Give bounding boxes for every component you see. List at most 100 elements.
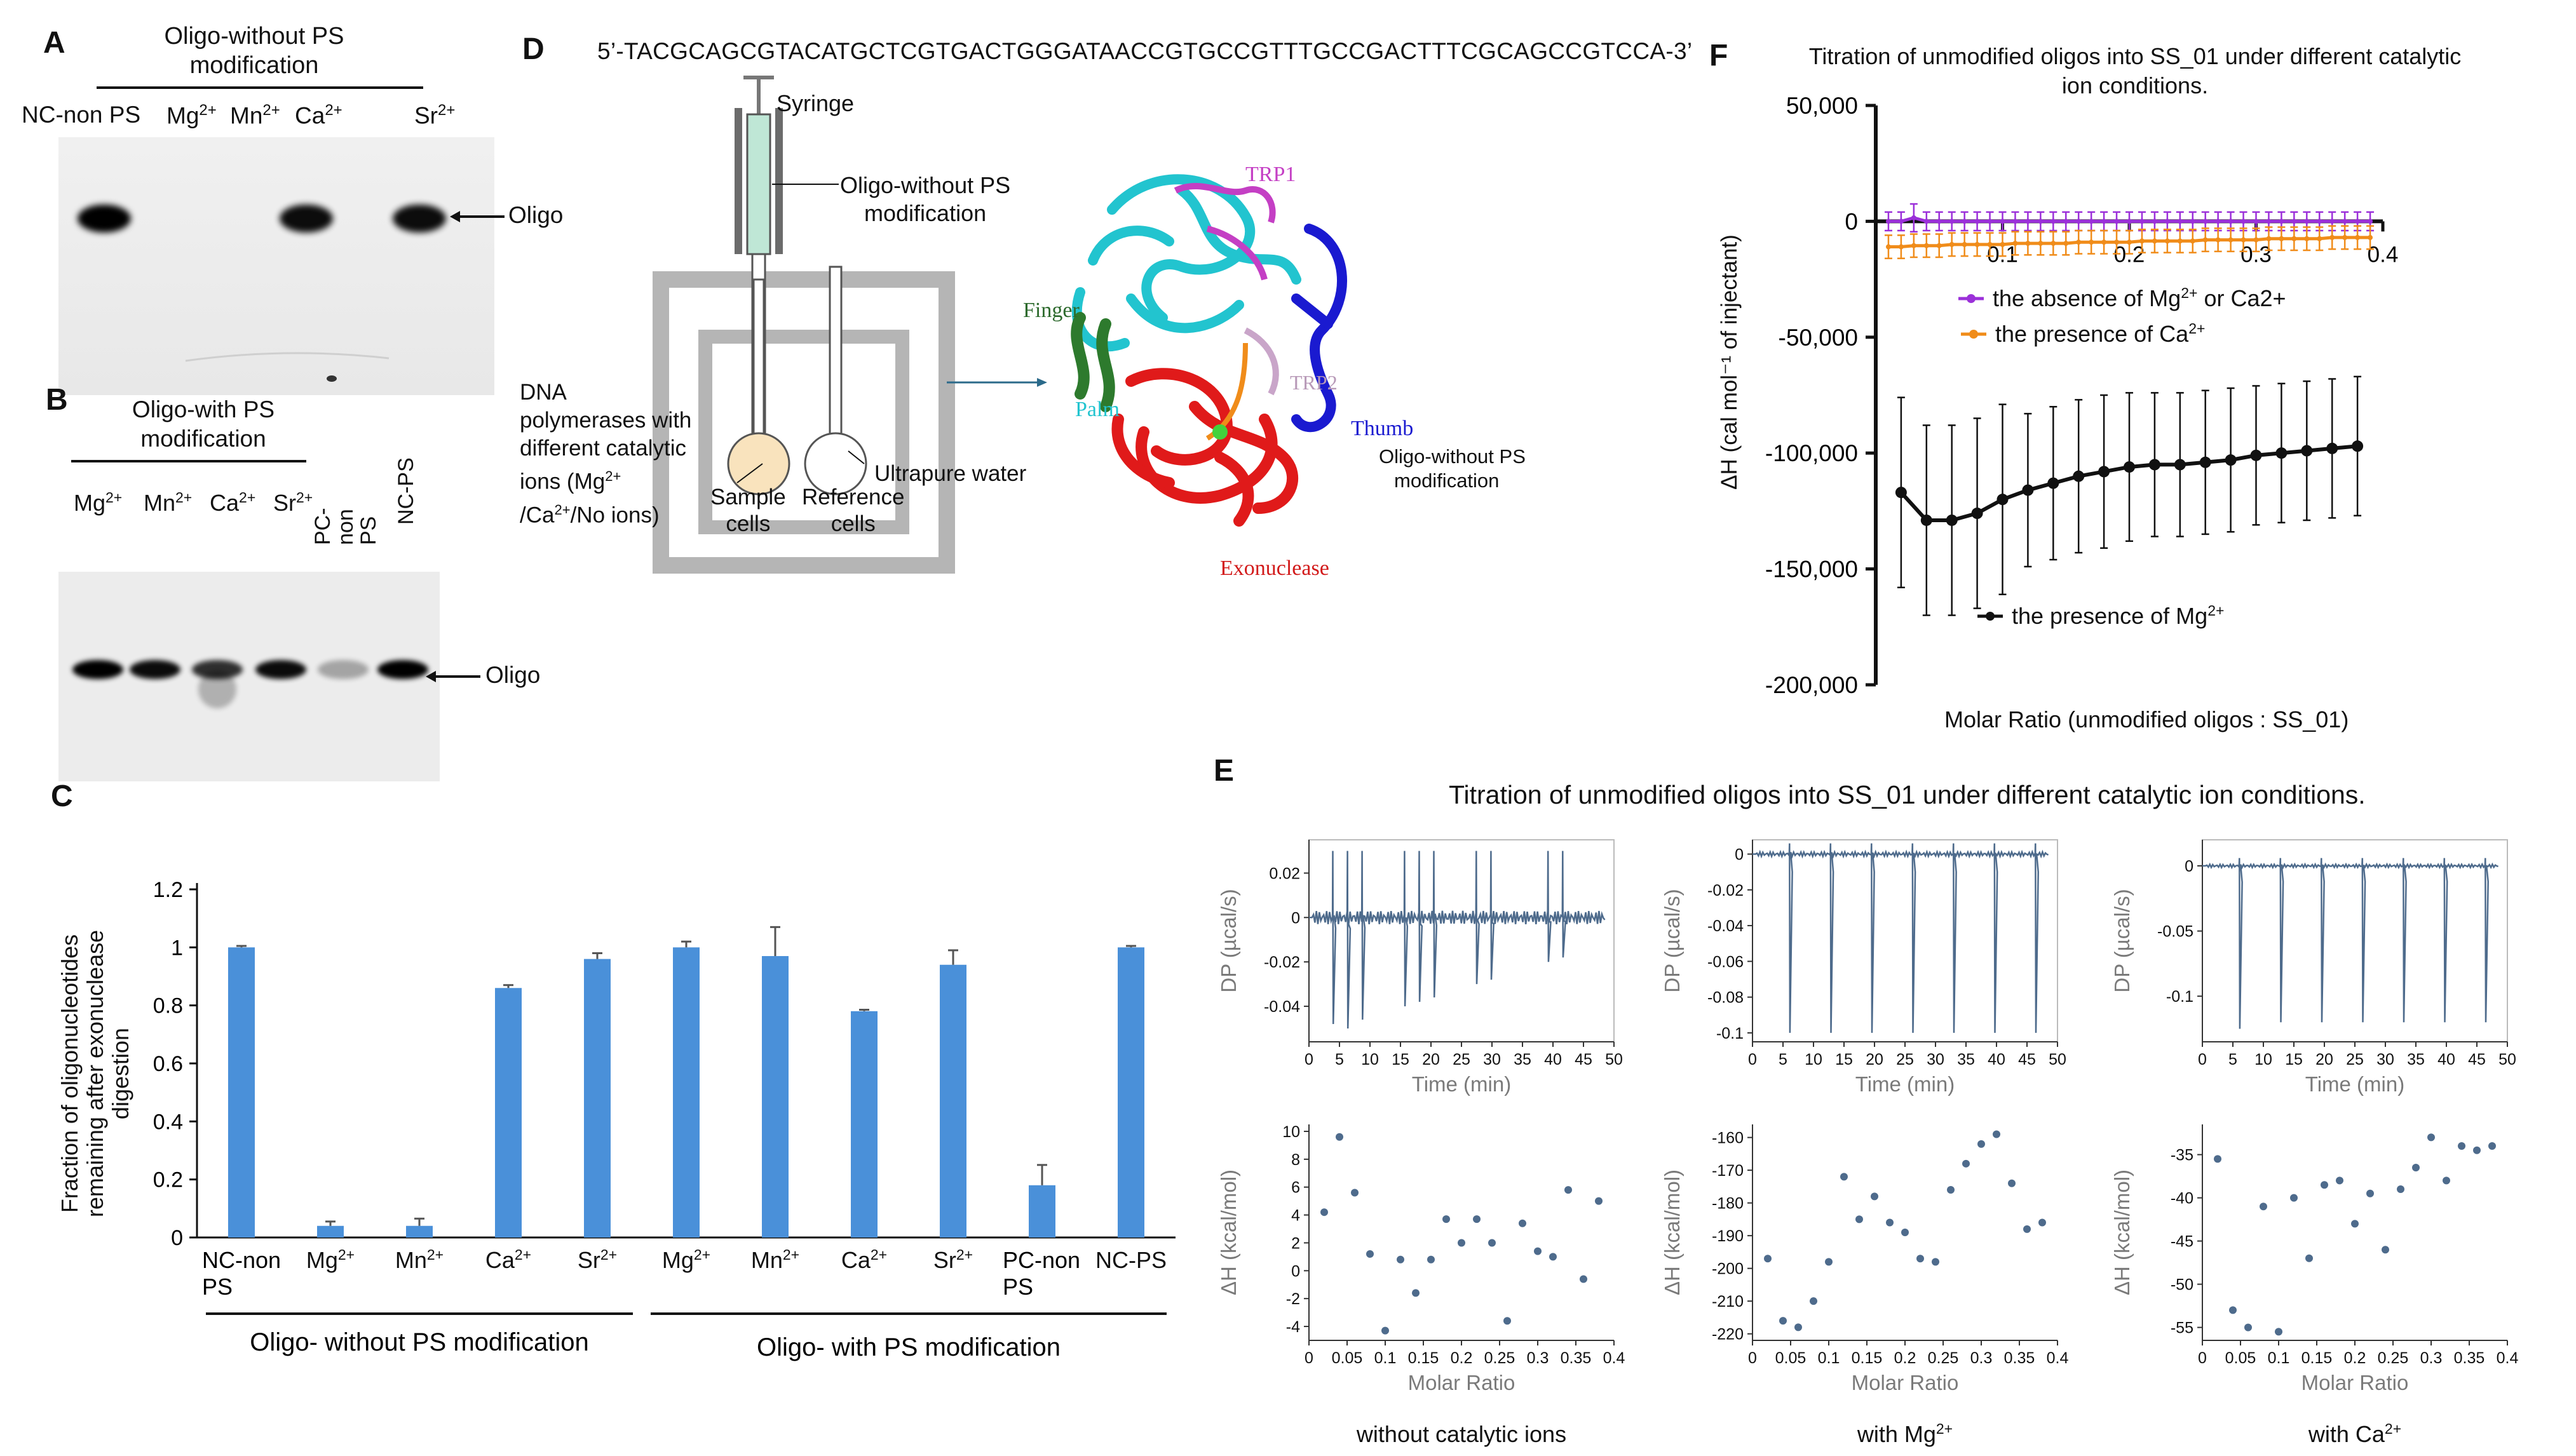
trp1-label: TRP1 [1245,163,1296,186]
c-x-tick-label: PC-non [1003,1247,1080,1273]
e-dh-point [1595,1197,1603,1205]
f-series-point [2124,461,2135,473]
f-series-point [2291,219,2297,224]
e-time-tick-label: 30 [1483,1051,1501,1068]
e-dp-frame [1752,839,2058,1042]
f-series-point [2063,241,2069,246]
f-y-tick-label: -50,000 [1779,325,1859,351]
f-series-point [2038,241,2044,246]
panel-a-arrow [450,211,505,222]
structure-metal-ion [1212,424,1228,440]
e-dh-point [1488,1239,1496,1247]
e-caption: without catalytic ions [1356,1421,1566,1447]
panel-a-lane-label: Sr2+ [414,102,456,129]
e-dh-axis-label: ΔH (kcal/mol) [1217,1170,1240,1295]
panel-e-letter: E [1214,754,1235,788]
f-series-point [1885,244,1891,250]
e-dh-point [1855,1215,1863,1223]
gel-b-band [72,660,123,679]
e-molar-tick-label: 0.1 [1374,1349,1397,1367]
c-y-tick-label: 0.2 [153,1168,183,1192]
e-dp-trace [1308,851,1606,1029]
f-series-point [2215,219,2221,224]
e-time-tick-label: 5 [1335,1051,1344,1068]
oligo-structure-label: Oligo-without PS modification [1379,445,1526,493]
e-molar-tick-label: 0.35 [2004,1349,2035,1367]
panel-b-arrow [426,671,480,682]
e-molar-tick-label: 0.4 [2497,1349,2519,1367]
f-series-point [2139,219,2145,224]
e-time-tick-label: 20 [1866,1051,1883,1068]
e-dh-point [2336,1176,2343,1185]
e-dp-y-tick-label: 0 [1291,909,1300,927]
reference-cells-label: Reference cells [802,484,904,537]
e-dh-point [1366,1250,1374,1258]
f-series-point [2025,219,2031,224]
f-series-point [1987,219,1993,224]
c-x-tick-label: Sr2+ [578,1246,617,1273]
titration-chart-f: 50,000 0 -50,000 -100,000 -150,000 -200,000 0.… [1765,93,2398,698]
f-series-point [2228,219,2234,224]
e-dh-point [1840,1173,1848,1181]
f-series-point [2051,219,2056,224]
e-dh-point [1397,1255,1404,1264]
f-series-point [2368,219,2373,224]
e-dh-point [1932,1258,1939,1266]
f-series-point [2304,219,2310,224]
oligo-structure-line1: Oligo-without PS [1379,445,1526,468]
f-series-point [2279,219,2284,224]
e-time-axis-label: Time (min) [1855,1072,1955,1096]
e-time-tick-label: 25 [2346,1051,2364,1068]
f-series-point [2329,234,2335,240]
f-series-point [2253,219,2259,224]
finger-label: Finger [1023,299,1080,322]
e-dh-point [1977,1140,1985,1148]
sample-line: polymerases with [520,408,692,433]
panel-f-title: Titration of unmodified oligos into SS_0… [1754,42,2516,100]
e-dh-y-tick-label: -160 [1712,1129,1744,1147]
e-molar-tick-label: 0.35 [1561,1349,1592,1367]
panel-b-lane-label: Ca2+ [210,489,256,516]
c-y-tick-label: 0.4 [153,1110,183,1134]
e-time-tick-label: 40 [1544,1051,1562,1068]
syringe-left-rail [735,108,742,254]
panel-a-lane-labels: NC-non PS Mg2+ Mn2+ Ca2+ Sr2+ [0,102,521,140]
reference-cells-line1: Reference [802,485,905,509]
f-series-point [2038,219,2044,224]
gel-a-band [280,205,333,233]
syringe-content-line2: modification [864,200,987,226]
f-series-point [2190,238,2195,244]
e-dh-y-tick-label: -210 [1712,1293,1744,1311]
e-dh-point [1427,1255,1435,1264]
reference-cell[interactable] [804,432,867,495]
f-series-point [1936,219,1942,224]
e-dh-point [2008,1179,2016,1187]
exonuclease-label: Exonuclease [1220,556,1329,580]
f-series-point [1962,241,1967,247]
e-dh-point [1794,1323,1802,1331]
e-dh-y-tick-label: 10 [1282,1123,1300,1141]
f-legend-marker [1967,294,1976,303]
f-series-point [2076,239,2082,245]
e-dh-point [2366,1189,2374,1197]
e-time-tick-label: 40 [1988,1051,2005,1068]
e-dh-point [2229,1306,2237,1314]
sample-cell[interactable] [727,432,790,495]
sample-cells-line1: Sample [710,485,786,509]
itc-outer-jacket [653,271,955,574]
sample-line: different catalytic [520,436,686,461]
e-dh-point [1473,1215,1481,1223]
f-series-point [2127,219,2132,224]
structure-trp1-domain [1174,182,1276,281]
e-time-tick-label: 10 [1361,1051,1379,1068]
panel-b-group-title-line1: Oligo-with PS [132,396,275,422]
e-dh-point [2443,1176,2450,1185]
f-series-point [2279,236,2284,241]
oligo-structure-line2: modification [1394,469,1500,492]
e-dh-point [2427,1133,2435,1142]
f-y-tick-label: 50,000 [1786,93,1858,119]
e-molar-tick-label: 0.15 [1408,1349,1439,1367]
e-dp-y-tick-label: -0.04 [1264,998,1300,1016]
e-dh-point [2244,1323,2252,1331]
f-series-point [2076,219,2082,224]
